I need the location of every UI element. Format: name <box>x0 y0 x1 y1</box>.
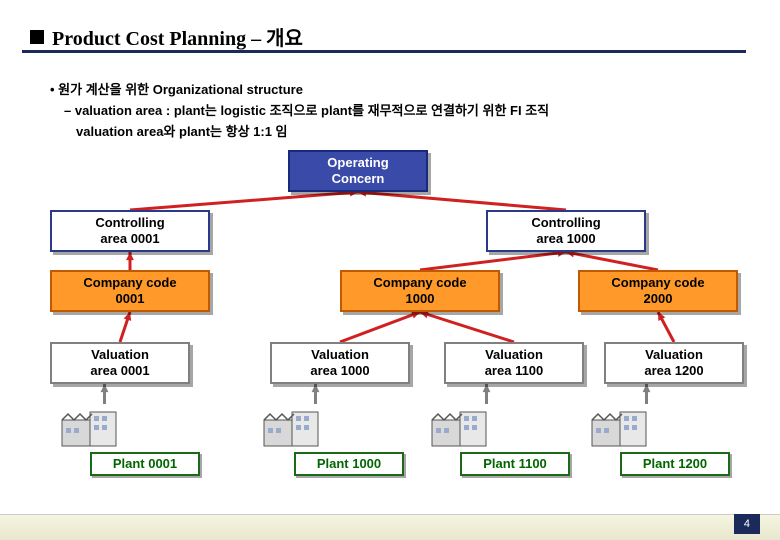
box-va1: Valuationarea 0001 <box>50 342 190 384</box>
slide-title: Product Cost Planning – 개요 <box>30 22 303 51</box>
box-ctrl1: Controllingarea 0001 <box>50 210 210 252</box>
box-cc3: Company code2000 <box>578 270 738 312</box>
plant-icon <box>590 402 648 448</box>
bullet-list: 원가 계산을 위한 Organizational structure – val… <box>50 80 549 142</box>
org-diagram: OperatingConcern Controllingarea 0001 Cont… <box>30 150 750 490</box>
box-va3: Valuationarea 1100 <box>444 342 584 384</box>
bullet-main: 원가 계산을 위한 Organizational structure <box>50 80 549 101</box>
box-va2: Valuationarea 1000 <box>270 342 410 384</box>
bullet-sub-1: – valuation area : plant는 logistic 조직으로 … <box>64 101 549 122</box>
box-p3: Plant 1100 <box>460 452 570 476</box>
title-underline <box>22 50 746 53</box>
footer-bar <box>0 514 780 540</box>
box-cc1: Company code0001 <box>50 270 210 312</box>
title-bullet-icon <box>30 30 44 44</box>
box-p1: Plant 0001 <box>90 452 200 476</box>
plant-icon <box>430 402 488 448</box>
title-text: Product Cost Planning – 개요 <box>52 22 303 51</box>
box-p2: Plant 1000 <box>294 452 404 476</box>
plant-icon <box>60 402 118 448</box>
box-p4: Plant 1200 <box>620 452 730 476</box>
box-cc2: Company code1000 <box>340 270 500 312</box>
box-ctrl2: Controllingarea 1000 <box>486 210 646 252</box>
box-va4: Valuationarea 1200 <box>604 342 744 384</box>
plant-icon <box>262 402 320 448</box>
bullet-sub-2: valuation area와 plant는 항상 1:1 임 <box>76 122 549 143</box>
page-number: 4 <box>734 514 760 534</box>
box-operating: OperatingConcern <box>288 150 428 192</box>
